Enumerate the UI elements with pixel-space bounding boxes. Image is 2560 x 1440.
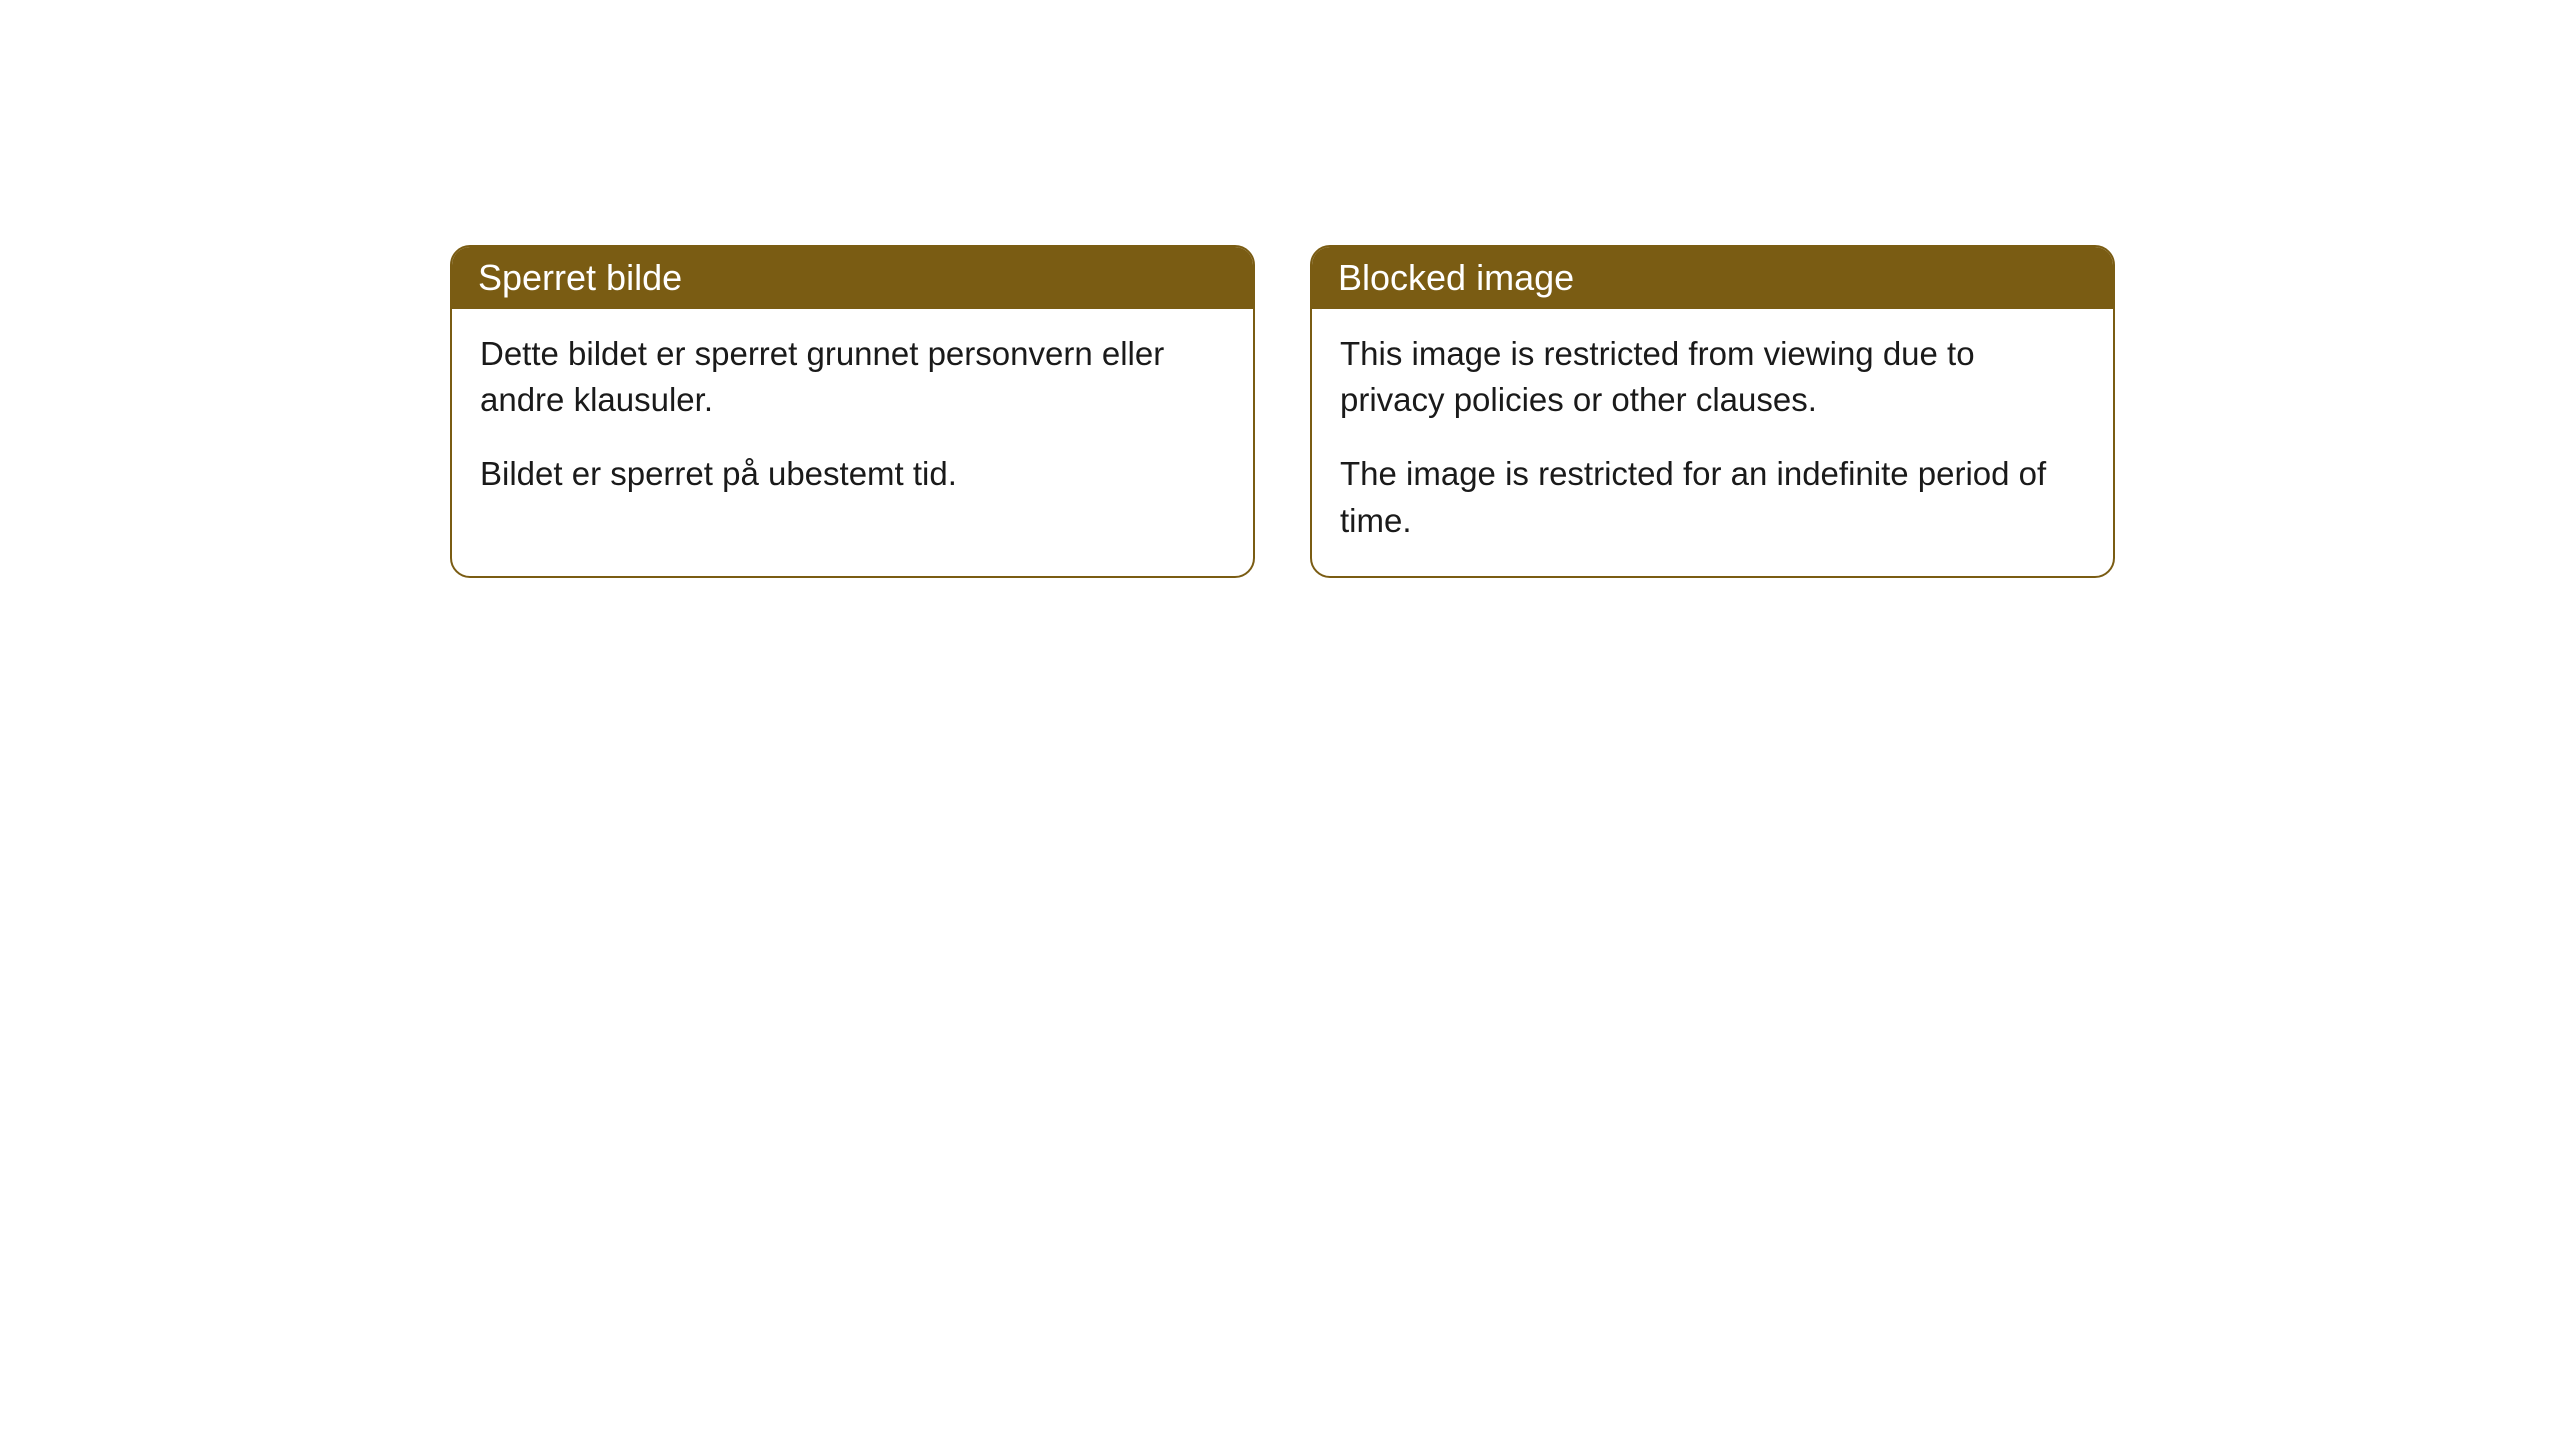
notice-cards-container: Sperret bilde Dette bildet er sperret gr… (450, 245, 2560, 578)
card-paragraph1-norwegian: Dette bildet er sperret grunnet personve… (480, 331, 1225, 423)
notice-card-english: Blocked image This image is restricted f… (1310, 245, 2115, 578)
card-body-english: This image is restricted from viewing du… (1312, 309, 2113, 576)
card-header-norwegian: Sperret bilde (452, 247, 1253, 309)
card-title-english: Blocked image (1338, 257, 1574, 298)
card-paragraph2-english: The image is restricted for an indefinit… (1340, 451, 2085, 543)
card-paragraph2-norwegian: Bildet er sperret på ubestemt tid. (480, 451, 1225, 497)
notice-card-norwegian: Sperret bilde Dette bildet er sperret gr… (450, 245, 1255, 578)
card-paragraph1-english: This image is restricted from viewing du… (1340, 331, 2085, 423)
card-title-norwegian: Sperret bilde (478, 257, 682, 298)
card-header-english: Blocked image (1312, 247, 2113, 309)
card-body-norwegian: Dette bildet er sperret grunnet personve… (452, 309, 1253, 530)
